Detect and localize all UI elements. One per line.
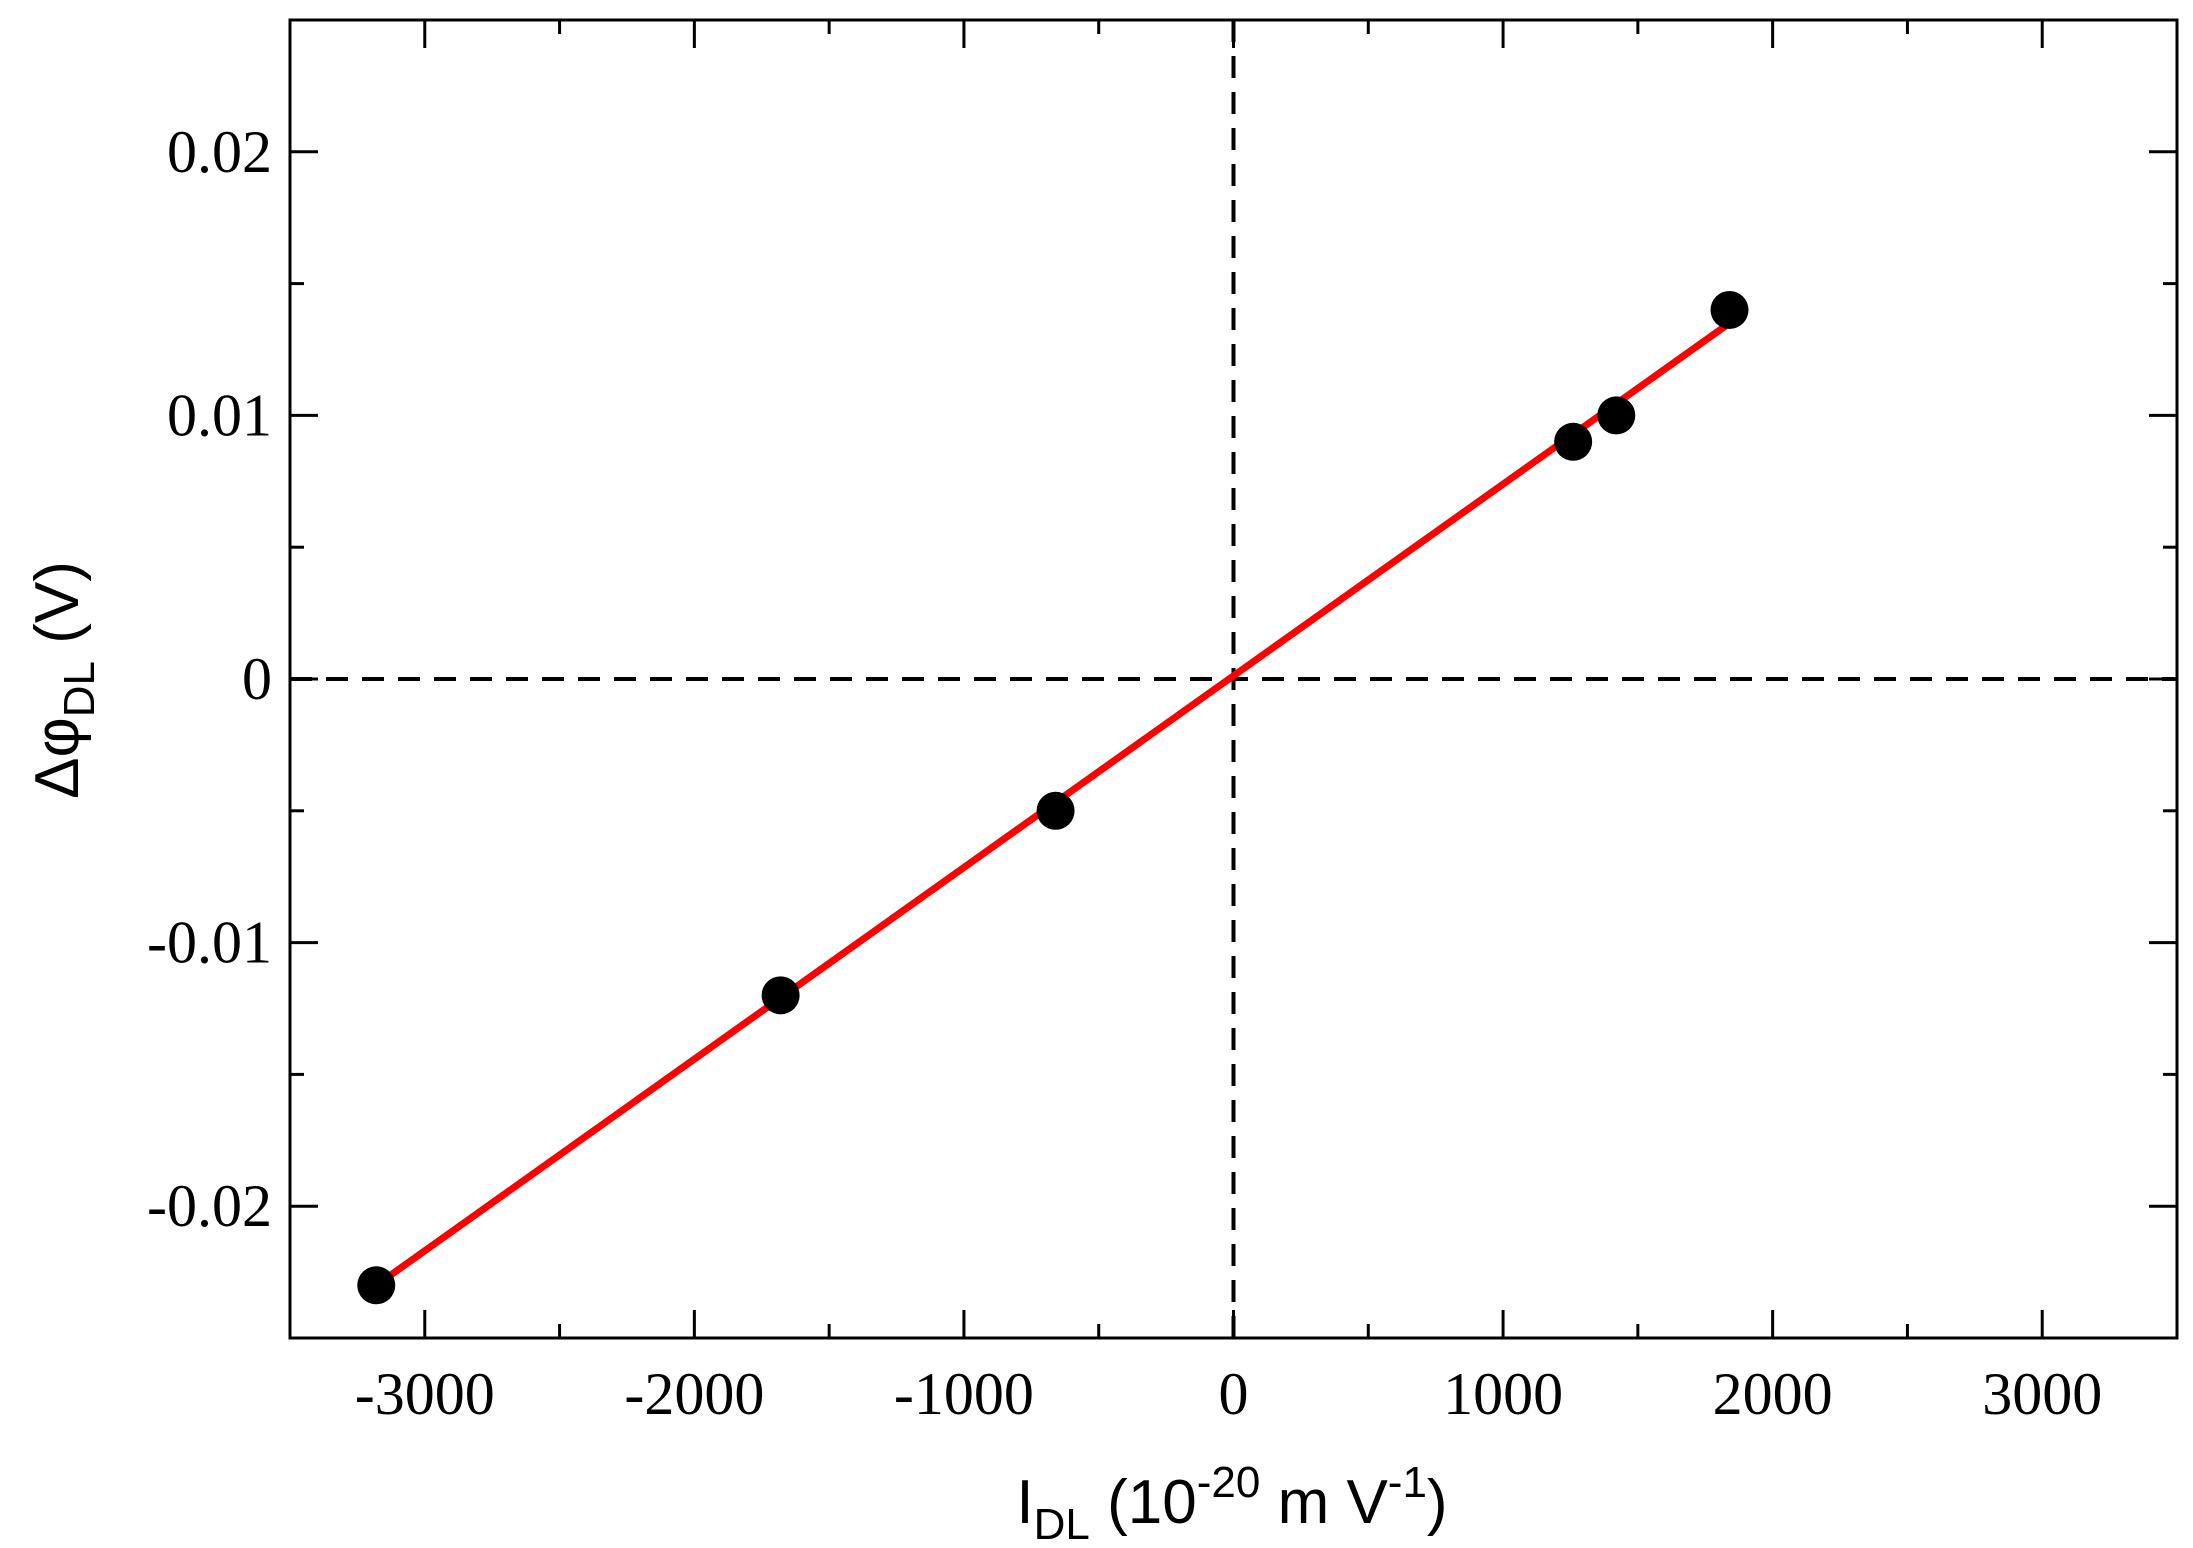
x-tick-label: 0: [1219, 1361, 1249, 1427]
data-point: [1710, 290, 1749, 329]
data-point: [1554, 422, 1593, 461]
y-tick-labels: -0.02 -0.01 0 0.01 0.02: [147, 119, 272, 1239]
data-point: [357, 1266, 396, 1305]
x-axis-label: IDL (10-20 m V-1): [1016, 1458, 1447, 1548]
data-point: [761, 976, 800, 1015]
y-tick-label: 0: [242, 646, 272, 712]
data-points: [357, 290, 1749, 1305]
y-tick-label: -0.01: [147, 910, 272, 976]
x-tick-label: 2000: [1713, 1361, 1833, 1427]
y-tick-label: 0.01: [167, 382, 272, 448]
data-point: [1036, 791, 1075, 830]
x-tick-label: -2000: [624, 1361, 764, 1427]
x-tick-label: 1000: [1443, 1361, 1563, 1427]
x-tick-label: 3000: [1982, 1361, 2102, 1427]
data-point: [1597, 396, 1636, 435]
x-tick-label: -1000: [894, 1361, 1034, 1427]
axis-ticks: [290, 20, 2177, 1338]
x-tick-labels: -3000 -2000 -1000 0 1000 2000 3000: [355, 1361, 2102, 1427]
y-tick-label: -0.02: [147, 1173, 272, 1239]
y-axis-label: ΔφDL (V): [23, 561, 104, 799]
x-tick-label: -3000: [355, 1361, 495, 1427]
y-tick-label: 0.02: [167, 119, 272, 185]
